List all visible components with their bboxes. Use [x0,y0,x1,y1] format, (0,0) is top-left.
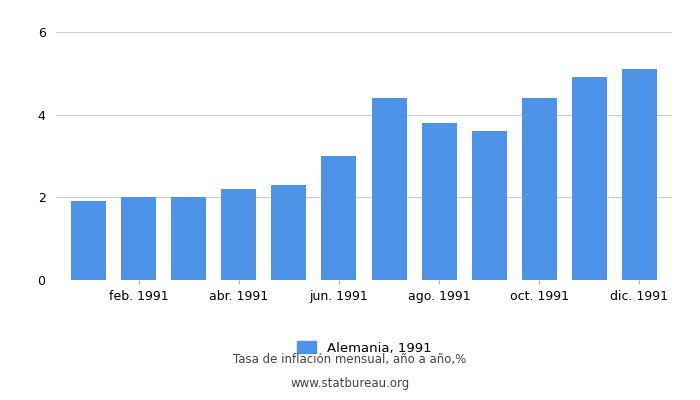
Bar [522,98,556,280]
Bar [321,156,356,280]
Text: www.statbureau.org: www.statbureau.org [290,378,410,390]
Legend: Alemania, 1991: Alemania, 1991 [297,341,431,354]
Bar [221,189,256,280]
Text: Tasa de inflación mensual, año a año,%: Tasa de inflación mensual, año a año,% [233,354,467,366]
Bar [121,197,156,280]
Bar [172,197,206,280]
Bar [572,78,607,280]
Bar [622,69,657,280]
Bar [71,202,106,280]
Bar [421,123,456,280]
Bar [272,185,307,280]
Bar [472,131,507,280]
Bar [372,98,407,280]
